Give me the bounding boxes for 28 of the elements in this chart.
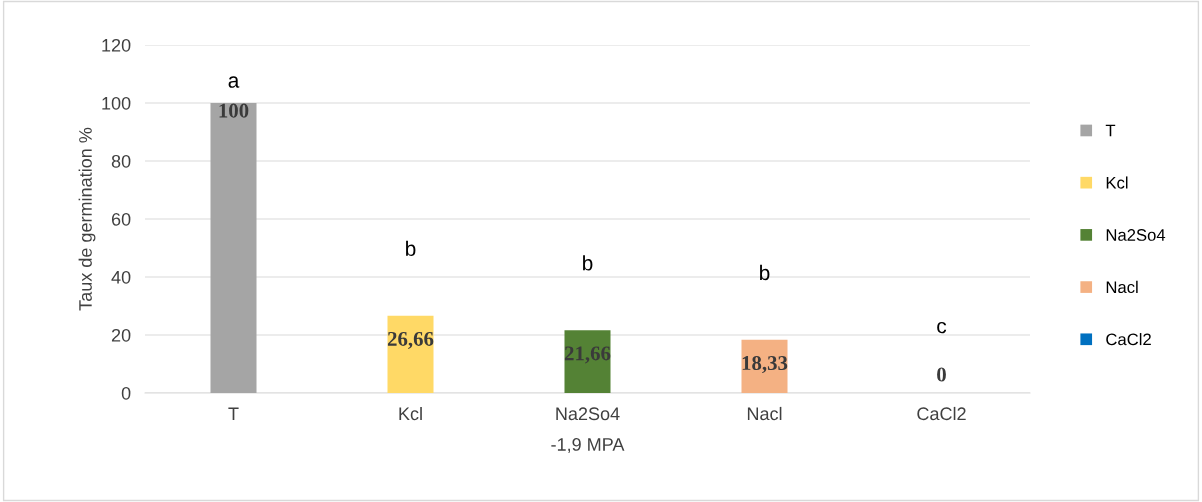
- annotation: b: [583, 255, 593, 271]
- x-tick-label: CaCl2: [917, 406, 966, 421]
- y-tick-label: 120: [102, 38, 131, 52]
- y-axis-title: Taux de germination %: [78, 127, 96, 311]
- x-tick-label: T: [228, 407, 239, 420]
- x-tick-label: Kcl: [399, 406, 422, 421]
- annotation: a: [228, 76, 240, 88]
- y-tick-label: 60: [111, 212, 131, 226]
- y-tick-label: 80: [111, 154, 131, 168]
- x-axis-title: -1,9 MPA: [551, 438, 625, 453]
- data-label: 100: [219, 103, 249, 118]
- y-tick-label: 40: [111, 270, 131, 284]
- data-label: 0: [937, 367, 946, 382]
- y-tick-label: 0: [121, 386, 131, 400]
- data-label: 18,33: [742, 356, 788, 374]
- y-tick-label: 20: [111, 328, 131, 342]
- annotation: b: [760, 264, 770, 281]
- x-tick-label: Na2So4: [556, 407, 620, 421]
- legend-label: T: [1105, 124, 1116, 137]
- x-tick-label: Nacl: [747, 406, 782, 421]
- annotation: c: [937, 321, 947, 334]
- legend-label: Na2So4: [1106, 229, 1166, 241]
- legend-label: CaCl2: [1106, 333, 1151, 346]
- annotation: b: [406, 240, 416, 257]
- legend-label: Kcl: [1106, 176, 1128, 189]
- y-tick-label: 100: [102, 96, 131, 110]
- data-label: 26,66: [387, 331, 434, 349]
- legend-label: Nacl: [1106, 280, 1138, 294]
